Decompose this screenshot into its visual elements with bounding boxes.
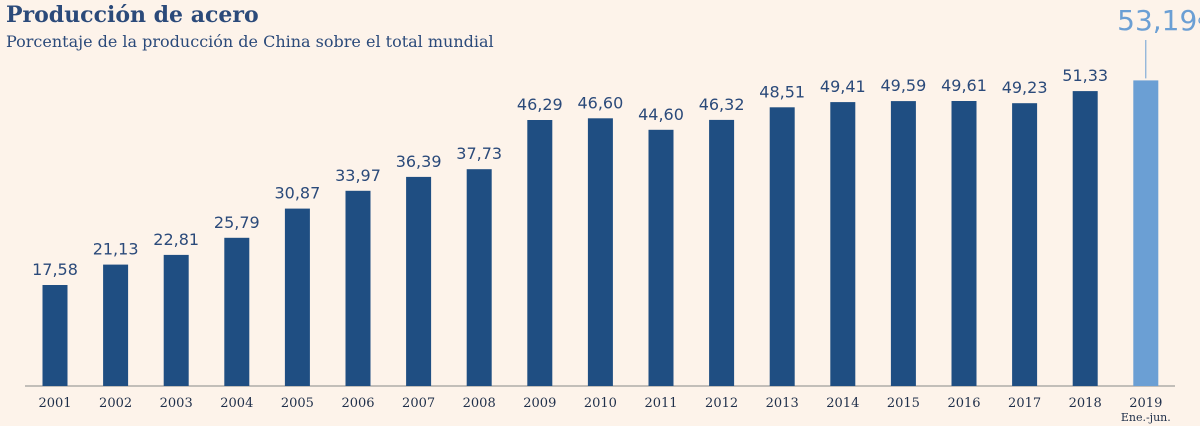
bar-2013	[769, 107, 795, 387]
x-tick-label-2006: 2006	[341, 396, 374, 411]
bar-2019	[1133, 80, 1159, 387]
x-tick-label-2005: 2005	[281, 396, 314, 411]
x-tick-label-2011: 2011	[644, 396, 677, 411]
bar-2011	[648, 129, 674, 387]
value-label-2003: 22,81	[153, 230, 199, 249]
bar-2015	[890, 101, 916, 386]
value-label-2006: 33,97	[335, 166, 381, 185]
value-label-2015: 49,59	[880, 76, 926, 95]
value-label-2012: 46,32	[699, 95, 745, 114]
bar-2001	[42, 285, 68, 386]
bar-2005	[284, 208, 310, 386]
value-label-2018: 51,33	[1062, 66, 1108, 85]
x-tick-label-2017: 2017	[1008, 396, 1041, 411]
value-label-2007: 36,39	[396, 152, 442, 171]
x-tick-label-2008: 2008	[463, 396, 496, 411]
chart-subtitle: Porcentaje de la producción de China sob…	[6, 32, 494, 51]
value-label-2014: 49,41	[820, 77, 866, 96]
value-label-2002: 21,13	[93, 240, 139, 259]
x-tick-label-2010: 2010	[584, 396, 617, 411]
value-label-2004: 25,79	[214, 213, 260, 232]
bar-2008	[466, 169, 492, 386]
bar-2017	[1012, 103, 1038, 386]
x-tick-label-2019: 2019	[1129, 396, 1162, 411]
value-label-2019: 53,19%	[1117, 4, 1200, 37]
value-label-2017: 49,23	[1002, 78, 1048, 97]
value-label-2013: 48,51	[759, 82, 805, 101]
value-label-2011: 44,60	[638, 105, 684, 124]
bar-2016	[951, 101, 977, 386]
x-tick-label-2018: 2018	[1069, 396, 1102, 411]
x-tick-label-2014: 2014	[826, 396, 859, 411]
value-label-2001: 17,58	[32, 260, 78, 279]
x-tick-label-2012: 2012	[705, 396, 738, 411]
x-tick-label-2016: 2016	[947, 396, 980, 411]
bar-2018	[1072, 91, 1098, 386]
chart-title: Producción de acero	[6, 2, 259, 28]
bar-2012	[709, 119, 735, 387]
x-tick-label-2003: 2003	[160, 396, 193, 411]
x-tick-note-2019: Ene.-jun.	[1121, 411, 1171, 424]
x-tick-label-2001: 2001	[38, 396, 71, 411]
bar-2010	[587, 118, 613, 387]
value-label-2008: 37,73	[456, 144, 502, 163]
bar-2006	[345, 190, 371, 386]
bar-2007	[406, 176, 432, 386]
x-tick-label-2002: 2002	[99, 396, 132, 411]
bar-2003	[163, 254, 189, 386]
bar-2014	[830, 102, 856, 386]
value-label-2005: 30,87	[274, 184, 320, 203]
bar-2009	[527, 120, 553, 386]
x-tick-label-2009: 2009	[523, 396, 556, 411]
bar-2004	[224, 237, 250, 386]
x-tick-label-2007: 2007	[402, 396, 435, 411]
x-tick-label-2013: 2013	[766, 396, 799, 411]
value-label-2009: 46,29	[517, 95, 563, 114]
x-tick-label-2015: 2015	[887, 396, 920, 411]
value-label-2010: 46,60	[577, 93, 623, 112]
value-label-2016: 49,61	[941, 76, 987, 95]
x-tick-label-2004: 2004	[220, 396, 253, 411]
bar-2002	[103, 264, 129, 386]
